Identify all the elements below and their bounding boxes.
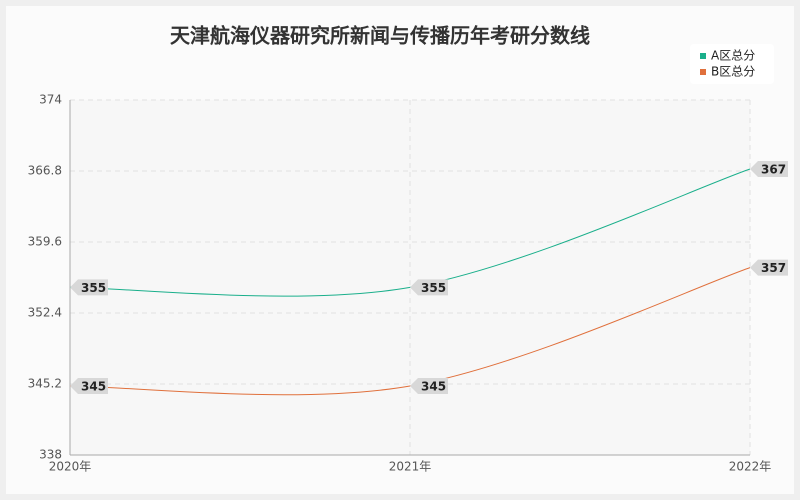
legend-box [690, 44, 774, 84]
legend-label: B区总分 [711, 65, 755, 79]
value-label: 357 [761, 261, 786, 275]
y-tick-label: 352.4 [28, 306, 62, 320]
y-tick-label: 359.6 [28, 235, 62, 249]
y-tick-label: 338 [39, 448, 62, 462]
y-tick-label: 345.2 [28, 377, 62, 391]
value-label: 345 [81, 379, 106, 393]
y-tick-label: 374 [39, 93, 62, 107]
value-label: 345 [421, 379, 446, 393]
value-label-tag [70, 377, 108, 394]
value-label: 355 [421, 281, 446, 295]
legend-marker [700, 69, 706, 75]
plot-area [70, 100, 750, 455]
value-label-tag [70, 279, 108, 296]
value-label-tag [750, 161, 788, 178]
y-tick-label: 366.8 [28, 164, 62, 178]
x-tick-label: 2022年 [729, 460, 772, 474]
value-label: 367 [761, 163, 786, 177]
value-label-tag [410, 279, 448, 296]
chart-title: 天津航海仪器研究所新闻与传播历年考研分数线 [170, 24, 590, 48]
value-label-tag [410, 377, 448, 394]
x-tick-label: 2021年 [389, 460, 432, 474]
legend-label: A区总分 [711, 49, 755, 63]
x-tick-label: 2020年 [49, 460, 92, 474]
legend-marker [700, 53, 706, 59]
value-label: 355 [81, 281, 106, 295]
value-label-tag [750, 259, 788, 276]
